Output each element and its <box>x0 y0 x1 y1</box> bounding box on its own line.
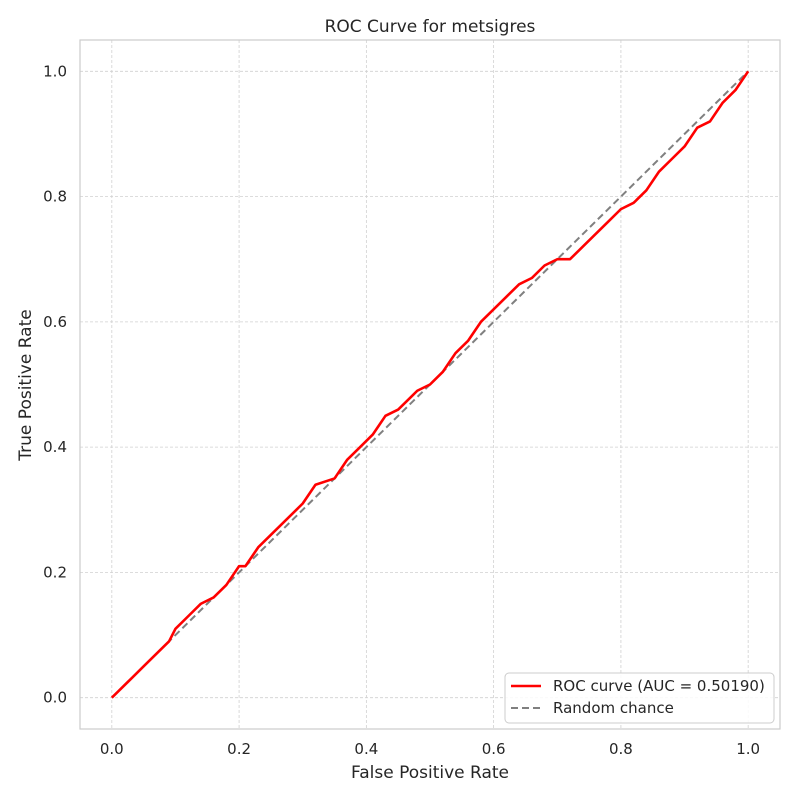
roc-curve-line <box>110 70 750 699</box>
y-tick-label: 0.0 <box>43 689 67 707</box>
x-axis-label: False Positive Rate <box>351 763 509 783</box>
x-tick-label: 0.2 <box>227 740 251 758</box>
y-axis-label: True Positive Rate <box>16 309 36 461</box>
y-tick-label: 0.2 <box>43 563 67 581</box>
legend-label-random: Random chance <box>553 699 674 717</box>
y-tick-label: 0.8 <box>43 188 67 206</box>
x-tick-label: 0.4 <box>354 740 378 758</box>
series-group <box>110 70 750 699</box>
x-tick-label: 0.6 <box>482 740 506 758</box>
x-axis-ticks: 0.0 0.2 0.4 0.6 0.8 1.0 <box>100 740 760 758</box>
y-tick-label: 0.6 <box>43 313 67 331</box>
x-tick-label: 0.0 <box>100 740 124 758</box>
y-axis-ticks: 0.0 0.2 0.4 0.6 0.8 1.0 <box>43 62 67 706</box>
x-tick-label: 0.8 <box>609 740 633 758</box>
x-tick-label: 1.0 <box>736 740 760 758</box>
legend: ROC curve (AUC = 0.50190) Random chance <box>504 672 775 724</box>
y-tick-label: 1.0 <box>43 62 67 80</box>
chart-title: ROC Curve for metsigres <box>325 17 536 37</box>
plot-frame <box>79 39 781 730</box>
y-tick-label: 0.4 <box>43 438 67 456</box>
legend-label-roc: ROC curve (AUC = 0.50190) <box>553 677 765 695</box>
grid-lines <box>80 40 780 729</box>
legend-box <box>504 672 775 724</box>
